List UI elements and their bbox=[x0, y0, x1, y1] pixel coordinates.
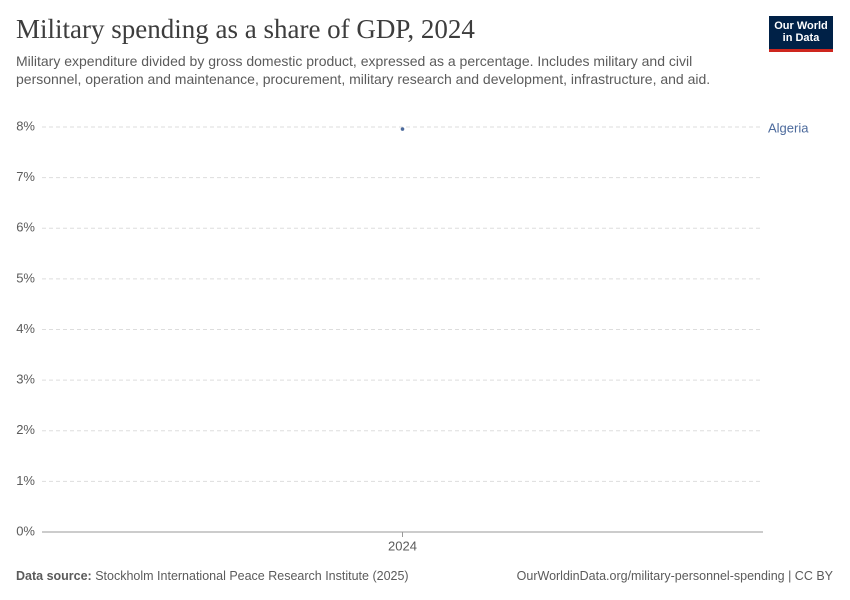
y-tick-label: 5% bbox=[16, 270, 35, 285]
logo-line: in Data bbox=[782, 32, 820, 44]
y-tick-label: 4% bbox=[16, 321, 35, 336]
y-tick-label: 2% bbox=[16, 422, 35, 437]
y-tick-label: 7% bbox=[16, 169, 35, 184]
source-text: Stockholm International Peace Research I… bbox=[95, 569, 409, 583]
y-tick-label: 6% bbox=[16, 220, 35, 235]
y-tick-label: 8% bbox=[16, 118, 35, 133]
chart: 0% 1% 2% 3% 4% 5% 6% 7% 8% 2024 Algeria bbox=[16, 118, 809, 553]
source-label: Data source: bbox=[16, 569, 92, 583]
legend-label: Algeria bbox=[768, 120, 809, 135]
point bbox=[400, 127, 405, 131]
y-tick-label: 3% bbox=[16, 372, 35, 387]
chart-subtitle: Military expenditure divided by gross do… bbox=[16, 53, 711, 87]
y-tick-label: 1% bbox=[16, 473, 35, 488]
logo[interactable]: Our World in Data bbox=[769, 16, 833, 52]
source: Data source: Stockholm International Pea… bbox=[16, 569, 409, 583]
logo-line: Our World bbox=[774, 20, 828, 32]
footer-link[interactable]: OurWorldinData.org/military-personnel-sp… bbox=[516, 569, 833, 583]
x-tick-label: 2024 bbox=[388, 538, 417, 553]
y-tick-label: 0% bbox=[16, 523, 35, 538]
chart-title: Military spending as a share of GDP, 202… bbox=[16, 14, 475, 44]
